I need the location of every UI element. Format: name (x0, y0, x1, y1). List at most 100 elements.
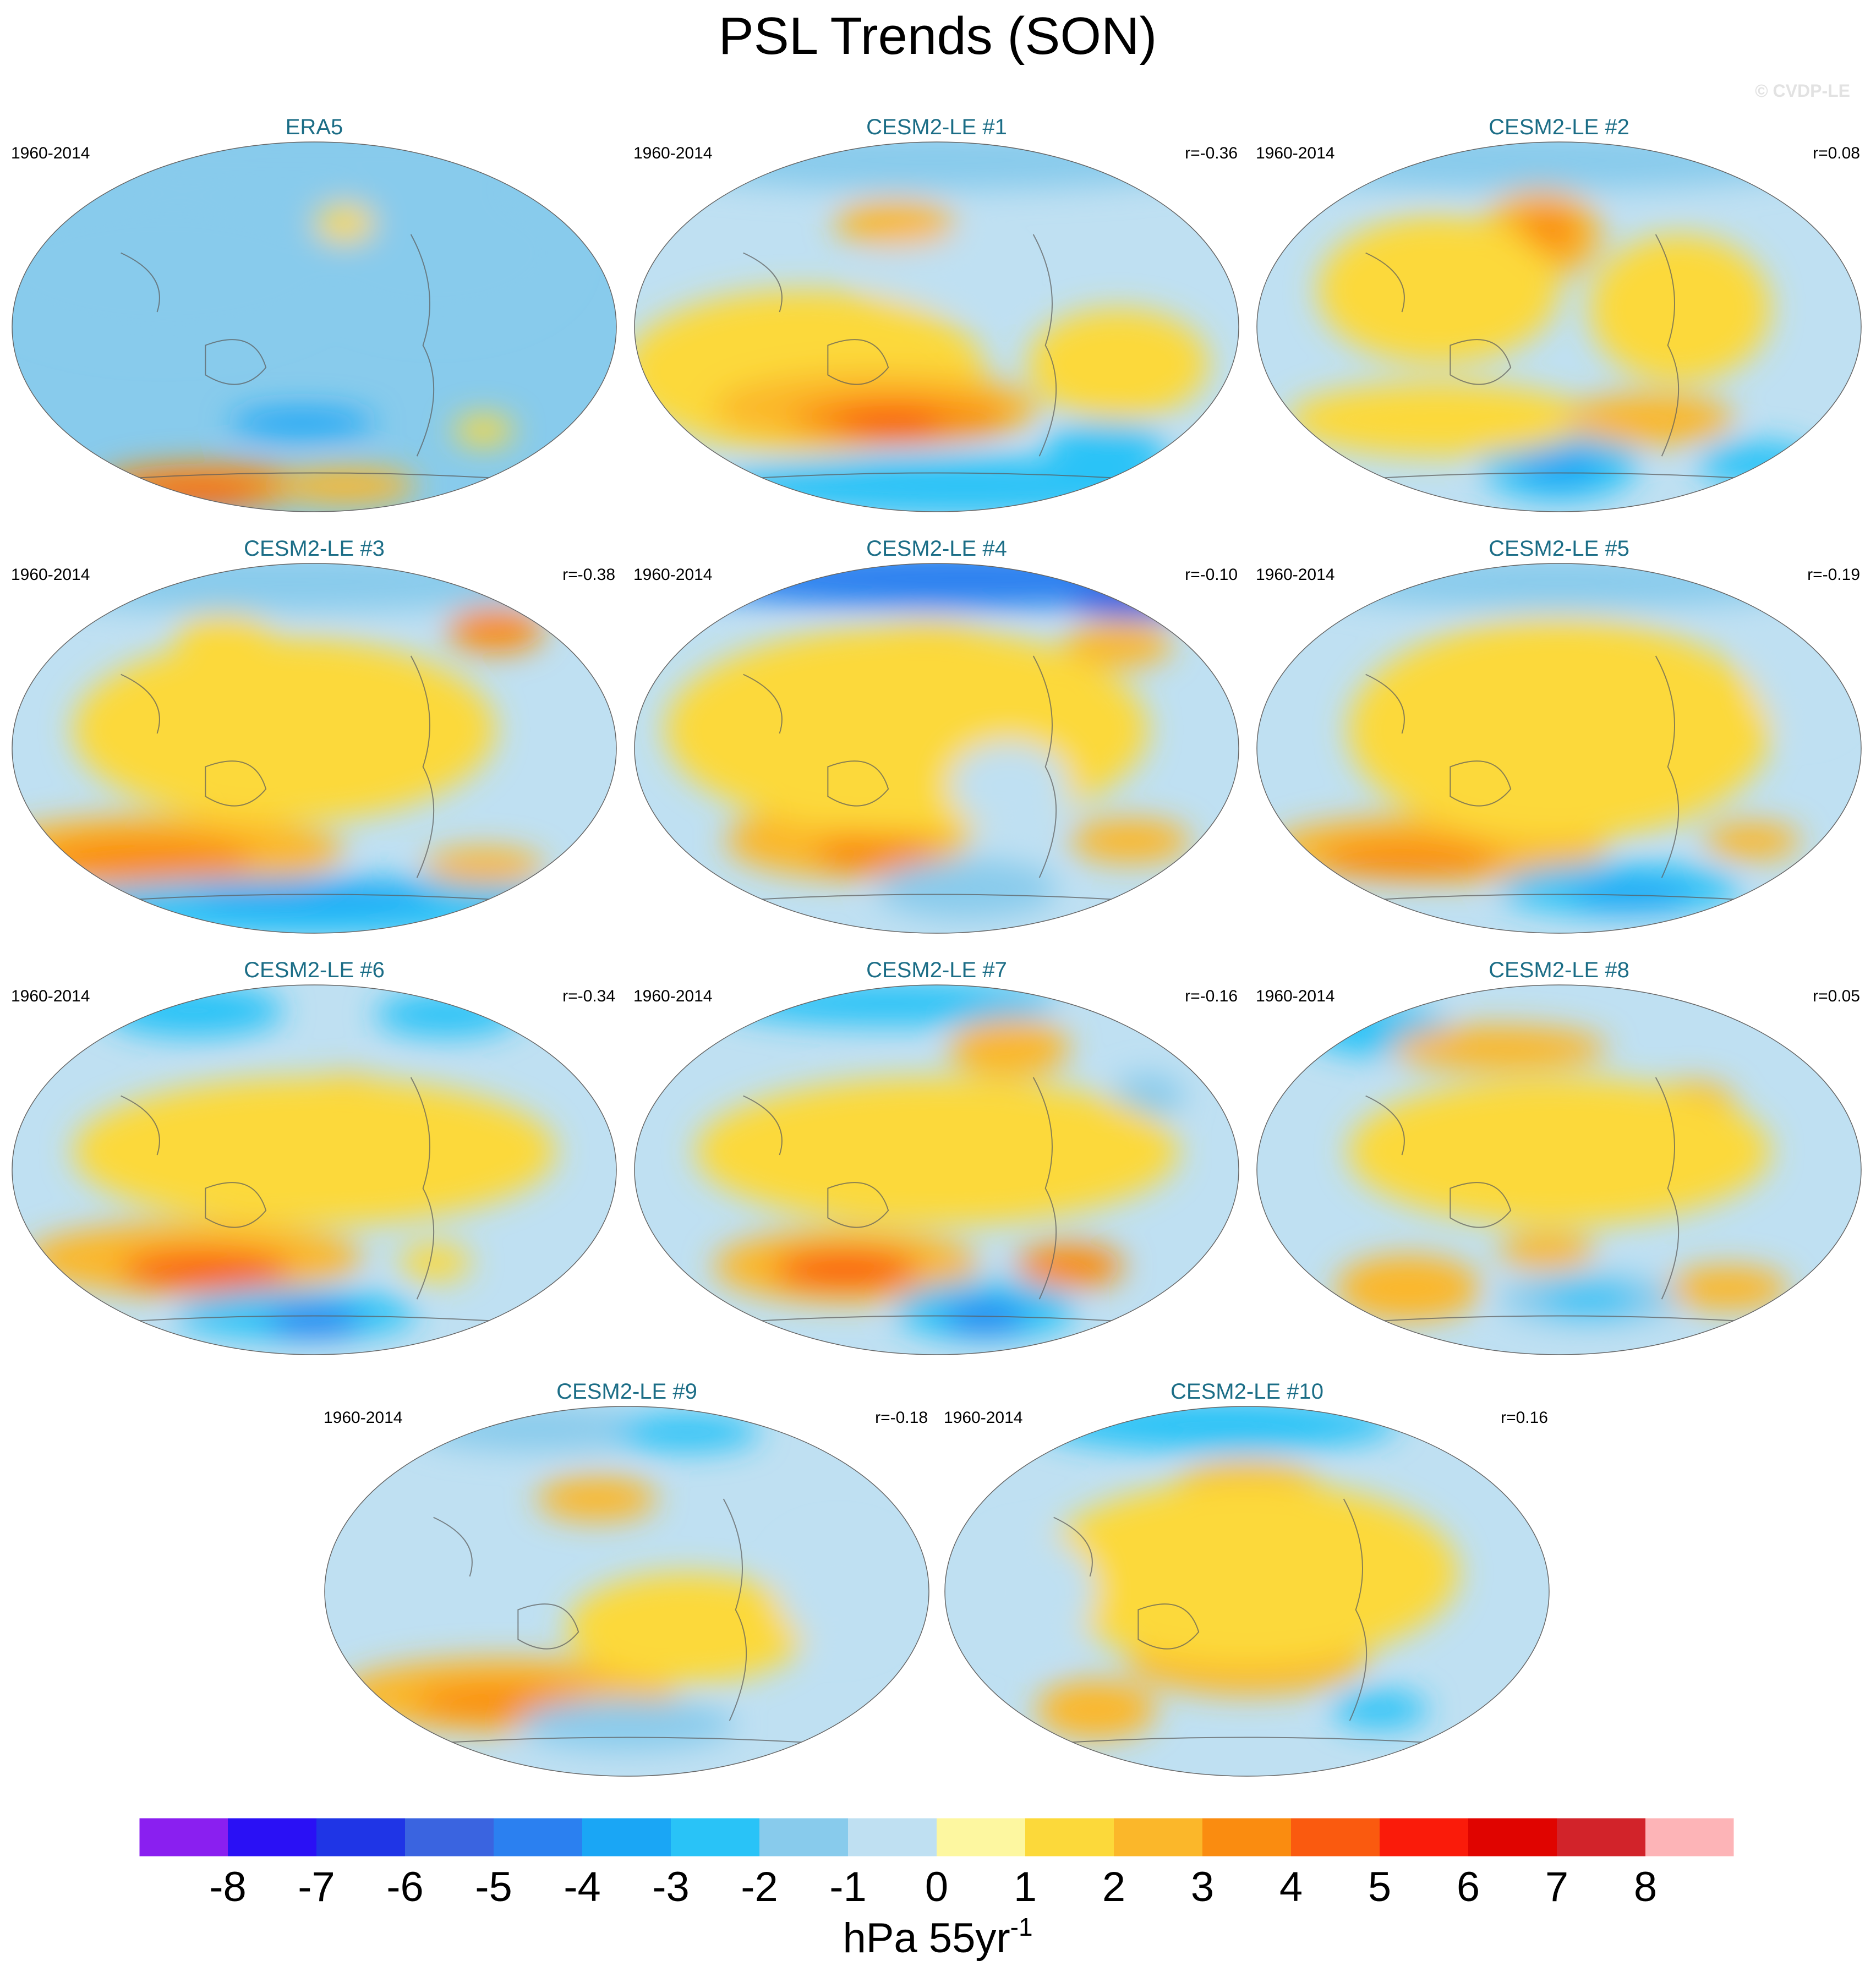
trend-anomaly (1498, 1233, 1595, 1270)
panel-title: CESM2-LE #6 (244, 958, 385, 982)
colorbar-label: 5 (1368, 1864, 1391, 1910)
panel-title: CESM2-LE #9 (556, 1379, 697, 1404)
map-border (12, 984, 617, 1355)
map-border (1256, 563, 1862, 934)
trend-anomaly (1035, 1680, 1157, 1739)
trend-anomaly (1027, 308, 1209, 419)
trend-anomaly (314, 205, 375, 242)
trend-anomaly (942, 1302, 1027, 1333)
panel-correlation: r=-0.34 (562, 987, 615, 1005)
panel-correlation: r=-0.16 (1185, 987, 1238, 1005)
trend-anomaly (453, 415, 514, 446)
panel-correlation: r=0.05 (1813, 987, 1860, 1005)
colorbar-label: -6 (386, 1864, 424, 1910)
colorbar-label: 4 (1279, 1864, 1303, 1910)
trend-anomaly (175, 615, 272, 660)
trend-field (12, 142, 616, 512)
colorbar-swatch (1557, 1818, 1645, 1856)
trend-anomaly (1317, 216, 1559, 364)
panel-correlation: r=-0.18 (875, 1409, 928, 1427)
panel-title: CESM2-LE #1 (866, 115, 1007, 139)
panel-period: 1960-2014 (633, 566, 712, 584)
trend-field (12, 563, 616, 933)
figure-title: PSL Trends (SON) (719, 7, 1157, 65)
colorbar-label: -5 (475, 1864, 512, 1910)
coastlines (694, 234, 1179, 483)
trend-anomaly (615, 1414, 760, 1451)
colorbar-label: 2 (1102, 1864, 1125, 1910)
trend-anomaly (272, 467, 417, 505)
panel-period: 1960-2014 (1256, 566, 1334, 584)
trend-anomaly (193, 881, 435, 911)
trend-anomaly (1698, 441, 1819, 486)
map-panel: ERA5 1960-2014 (11, 115, 617, 512)
trend-anomaly (72, 1077, 556, 1225)
panel-title: CESM2-LE #3 (244, 536, 385, 561)
trend-field (12, 985, 616, 1355)
trend-anomaly (1347, 618, 1771, 841)
map-border (1256, 141, 1862, 512)
trend-anomaly (1317, 841, 1499, 878)
colorbar-label: -7 (298, 1864, 335, 1910)
map-border (634, 141, 1239, 512)
trend-anomaly (948, 741, 1070, 830)
map-panel: CESM2-LE #10 1960-2014 r=0.16 (944, 1379, 1550, 1777)
colorbar-swatch (316, 1818, 405, 1856)
trend-anomaly (1069, 582, 1191, 619)
colorbar-label: -3 (652, 1864, 690, 1910)
watermark: © CVDP-LE (1755, 81, 1850, 101)
trend-anomaly (398, 1244, 472, 1281)
trend-anomaly (694, 1077, 1179, 1225)
colorbar-swatch (937, 1818, 1025, 1856)
trend-anomaly (72, 637, 496, 823)
colorbar-frame (139, 1817, 1735, 1857)
colorbar-label: 3 (1191, 1864, 1214, 1910)
map-border (12, 141, 617, 512)
trend-anomaly (1517, 448, 1601, 486)
trend-anomaly (1015, 1244, 1124, 1289)
trend-anomaly (635, 142, 1239, 190)
map-panel: CESM2-LE #4 1960-2014 r=-0.10 (633, 536, 1239, 934)
map-border (324, 1406, 929, 1777)
trend-anomaly (816, 829, 937, 874)
panel-period: 1960-2014 (11, 987, 90, 1005)
panel-period: 1960-2014 (944, 1409, 1022, 1427)
map-panel: CESM2-LE #8 1960-2014 r=0.05 (1256, 958, 1862, 1355)
panel-title: CESM2-LE #2 (1489, 115, 1629, 139)
panel-title: ERA5 (286, 115, 343, 139)
trend-anomaly (566, 1573, 808, 1684)
trend-field (1257, 142, 1861, 512)
panel-title: CESM2-LE #8 (1489, 958, 1629, 982)
panel-period: 1960-2014 (11, 144, 90, 162)
map-border (634, 563, 1239, 934)
trend-anomaly (1571, 881, 1692, 911)
colorbar-swatch (1202, 1818, 1291, 1856)
map-panel: CESM2-LE #5 1960-2014 r=-0.19 (1256, 536, 1862, 934)
map-panel: CESM2-LE #1 1960-2014 r=-0.36 (633, 115, 1239, 512)
coastlines (1005, 1498, 1489, 1748)
trend-anomaly (1045, 423, 1167, 468)
colorbar-swatch (228, 1818, 316, 1856)
colorbar-label: 8 (1634, 1864, 1657, 1910)
map-border (944, 1406, 1550, 1777)
trend-anomaly (834, 201, 955, 246)
trend-anomaly (1517, 208, 1577, 253)
panel-correlation: r=0.16 (1501, 1409, 1548, 1427)
trend-field (1257, 985, 1861, 1355)
coastlines (694, 1077, 1179, 1326)
panel-title: CESM2-LE #5 (1489, 536, 1629, 561)
panel-correlation: r=-0.10 (1185, 566, 1238, 584)
map-border (12, 563, 617, 934)
panel-period: 1960-2014 (633, 144, 712, 162)
trend-anomaly (12, 197, 344, 346)
colorbar-label: 0 (925, 1864, 948, 1910)
colorbar-swatch (1380, 1818, 1468, 1856)
colorbar-label: 1 (1014, 1864, 1037, 1910)
trend-anomaly (778, 1536, 899, 1647)
colorbar-label: -4 (564, 1864, 601, 1910)
panel-period: 1960-2014 (1256, 987, 1334, 1005)
map-border (1256, 984, 1862, 1355)
trend-anomaly (133, 485, 254, 508)
trend-anomaly (102, 985, 285, 1037)
trend-anomaly (876, 859, 1058, 919)
